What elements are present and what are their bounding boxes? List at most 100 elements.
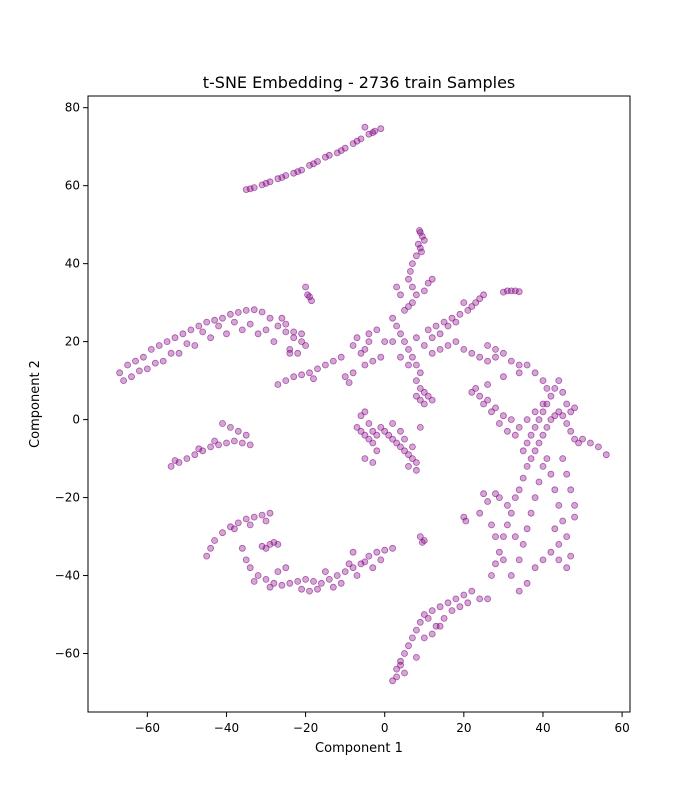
data-point xyxy=(480,291,488,299)
y-tick-label: 20 xyxy=(65,335,80,349)
data-point xyxy=(254,572,262,579)
data-point xyxy=(377,353,385,361)
data-point xyxy=(361,558,369,566)
data-point xyxy=(246,185,254,193)
data-point xyxy=(499,373,507,381)
data-point xyxy=(308,297,315,305)
data-point xyxy=(290,373,298,381)
data-point xyxy=(191,451,199,459)
data-point xyxy=(175,349,183,357)
data-point xyxy=(147,345,155,353)
data-point xyxy=(274,175,282,183)
data-point xyxy=(397,291,404,299)
data-point xyxy=(389,338,397,346)
data-point xyxy=(226,310,234,318)
data-point xyxy=(175,459,183,466)
data-point xyxy=(523,439,531,447)
data-point xyxy=(365,330,373,338)
data-point xyxy=(495,420,503,427)
data-point xyxy=(377,556,385,564)
data-point xyxy=(341,373,349,381)
data-point xyxy=(155,342,163,349)
data-point xyxy=(523,361,531,369)
y-tick-label: 40 xyxy=(65,257,80,271)
data-point xyxy=(412,626,420,634)
data-point xyxy=(373,431,381,439)
data-point xyxy=(278,174,286,181)
data-point xyxy=(199,447,207,455)
data-point xyxy=(428,396,436,404)
data-point xyxy=(408,283,416,291)
data-point xyxy=(298,166,306,174)
data-point xyxy=(219,529,226,537)
data-point xyxy=(266,314,274,322)
data-point xyxy=(234,519,242,527)
data-point xyxy=(412,466,420,474)
data-point xyxy=(282,172,290,179)
data-point xyxy=(341,568,349,575)
data-point xyxy=(262,326,270,334)
data-point xyxy=(226,423,234,431)
data-point xyxy=(179,330,187,338)
data-point xyxy=(444,322,452,330)
data-point xyxy=(511,431,519,439)
data-point xyxy=(492,345,499,353)
data-point xyxy=(551,525,559,533)
data-point xyxy=(132,357,139,365)
x-tick-label: 0 xyxy=(381,721,389,735)
data-point xyxy=(349,369,357,377)
data-point xyxy=(531,369,539,377)
data-point xyxy=(195,322,203,330)
data-point xyxy=(484,396,492,404)
data-point xyxy=(187,326,195,334)
y-axis: −60 −40 −20 0 20 40 60 80 xyxy=(55,101,88,661)
data-point xyxy=(258,181,266,189)
data-point xyxy=(230,437,238,445)
data-point xyxy=(163,338,171,346)
data-point xyxy=(420,400,428,408)
data-point xyxy=(321,568,329,575)
y-tick-label: 80 xyxy=(65,101,80,115)
data-point xyxy=(499,412,507,420)
data-point xyxy=(436,622,444,630)
data-point xyxy=(278,314,286,322)
data-point xyxy=(547,470,555,478)
data-point xyxy=(250,184,258,192)
data-point xyxy=(495,548,503,556)
x-tick-label: −60 xyxy=(135,721,160,735)
data-point xyxy=(203,318,211,326)
data-point xyxy=(365,338,373,346)
data-point xyxy=(171,334,179,342)
data-point xyxy=(551,384,559,392)
data-point xyxy=(349,140,357,148)
data-point xyxy=(418,539,426,546)
data-point xyxy=(397,443,404,451)
data-point xyxy=(337,147,345,155)
data-point xyxy=(420,634,428,642)
data-point xyxy=(484,357,492,365)
data-point xyxy=(531,423,539,431)
data-point xyxy=(262,544,270,552)
data-point xyxy=(456,603,464,611)
data-point xyxy=(543,423,551,431)
data-point xyxy=(215,441,223,449)
data-point xyxy=(369,459,377,466)
data-point xyxy=(345,560,353,568)
data-point xyxy=(420,236,428,244)
data-point xyxy=(373,447,381,455)
data-point xyxy=(397,661,404,669)
data-point xyxy=(405,642,412,650)
data-point xyxy=(393,322,401,330)
data-point xyxy=(294,578,302,585)
data-point xyxy=(406,267,414,275)
data-point xyxy=(306,587,313,595)
data-point xyxy=(349,342,357,349)
data-point xyxy=(408,634,416,642)
data-point xyxy=(503,427,511,435)
data-point xyxy=(418,232,426,240)
data-point xyxy=(238,326,246,334)
y-tick-label: 0 xyxy=(72,413,80,427)
data-point xyxy=(215,322,223,330)
data-point xyxy=(547,548,555,556)
